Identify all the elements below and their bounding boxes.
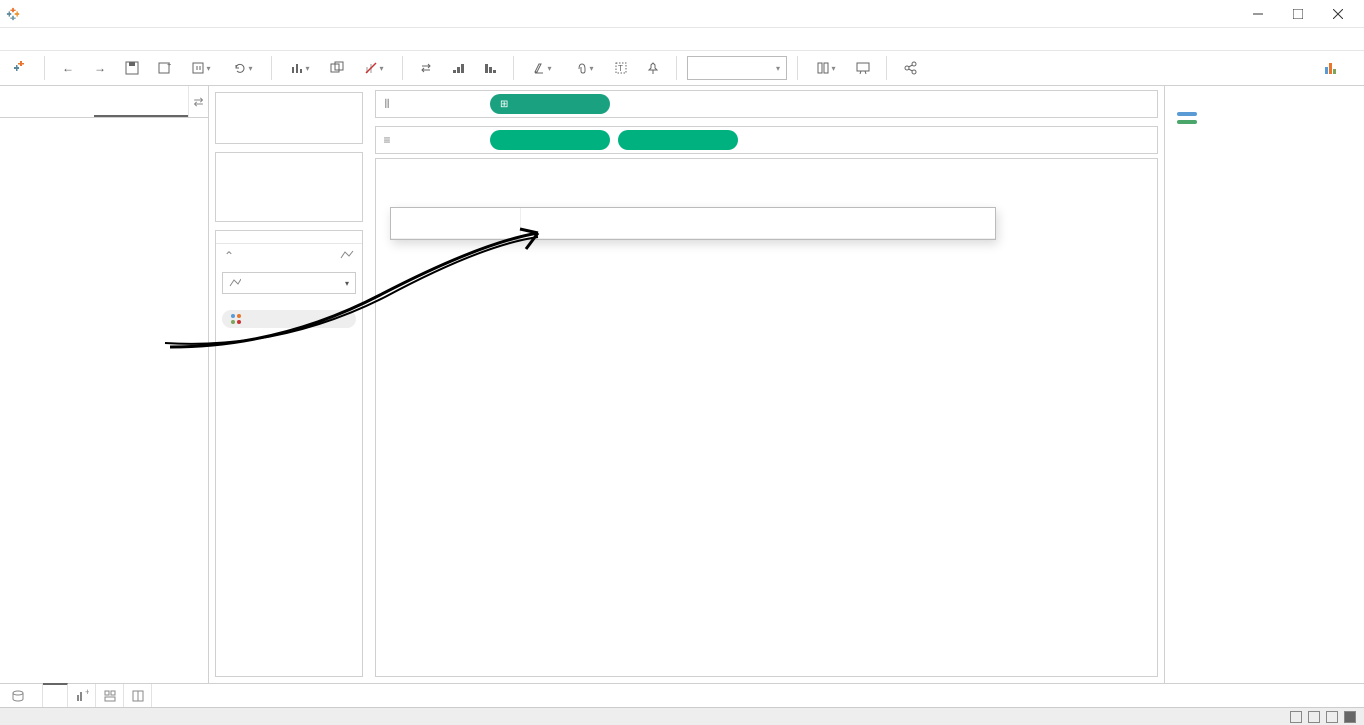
sort-desc-button[interactable] bbox=[477, 55, 503, 81]
cards-column: ⌃ ▾ bbox=[209, 86, 369, 683]
tab-analytics[interactable] bbox=[94, 86, 188, 117]
fit-selector[interactable]: ▾ bbox=[687, 56, 787, 80]
new-worksheet-button[interactable]: ▾ bbox=[282, 55, 318, 81]
view-mode-4[interactable] bbox=[1344, 711, 1356, 723]
title-bar bbox=[0, 0, 1364, 28]
highlight-button[interactable]: ▾ bbox=[524, 55, 560, 81]
rows-pill-1[interactable] bbox=[490, 130, 610, 150]
menu-bar bbox=[0, 28, 1364, 50]
status-bar bbox=[0, 707, 1364, 725]
sheet-tabs: + bbox=[0, 683, 1364, 707]
marks-all-row[interactable]: ⌃ bbox=[216, 244, 362, 268]
presentation-button[interactable] bbox=[850, 55, 876, 81]
sheet-title[interactable] bbox=[376, 159, 1157, 179]
marks-multiple-fields[interactable] bbox=[222, 310, 356, 328]
view-mode-3[interactable] bbox=[1326, 711, 1338, 723]
forward-button[interactable]: → bbox=[87, 55, 113, 81]
share-button[interactable] bbox=[897, 55, 923, 81]
new-datasource-button[interactable]: + bbox=[151, 55, 177, 81]
marks-card: ⌃ ▾ bbox=[215, 230, 363, 677]
show-cards-button[interactable]: ▾ bbox=[808, 55, 844, 81]
refresh-button[interactable]: ▾ bbox=[225, 55, 261, 81]
tableau-logo-icon bbox=[6, 7, 20, 21]
side-panel: ⇄ bbox=[0, 86, 209, 683]
tab-sheet-1[interactable] bbox=[43, 683, 68, 707]
columns-icon: ⦀ bbox=[380, 97, 394, 112]
text-label-button[interactable]: T bbox=[608, 55, 634, 81]
tab-data-source[interactable] bbox=[0, 684, 43, 707]
columns-shelf[interactable]: ⦀ ⊞ bbox=[375, 90, 1158, 118]
show-me-panel bbox=[1164, 86, 1364, 683]
close-button[interactable] bbox=[1318, 0, 1358, 28]
filters-shelf[interactable] bbox=[215, 152, 363, 222]
svg-text:+: + bbox=[85, 689, 89, 697]
rows-icon: ≡ bbox=[380, 133, 394, 147]
dimensions-chip bbox=[1177, 112, 1197, 116]
view-mode-2[interactable] bbox=[1308, 711, 1320, 723]
columns-pill[interactable]: ⊞ bbox=[490, 94, 610, 114]
chart-svg bbox=[390, 207, 1143, 662]
canvas-area: ⦀ ⊞ ≡ bbox=[369, 86, 1164, 683]
trend-line-popup bbox=[390, 207, 996, 240]
tableau-icon[interactable] bbox=[8, 55, 34, 81]
pages-shelf[interactable] bbox=[215, 92, 363, 144]
duplicate-button[interactable] bbox=[324, 55, 350, 81]
new-worksheet-tab[interactable]: + bbox=[68, 684, 96, 707]
minimize-button[interactable] bbox=[1238, 0, 1278, 28]
colour-dots-icon bbox=[230, 313, 242, 325]
swap-button[interactable] bbox=[413, 55, 439, 81]
datasource-icon bbox=[12, 690, 24, 702]
svg-text:T: T bbox=[618, 64, 623, 73]
svg-text:+: + bbox=[167, 61, 171, 69]
back-button[interactable]: ← bbox=[55, 55, 81, 81]
rows-shelf[interactable]: ≡ bbox=[375, 126, 1158, 154]
show-me-button[interactable] bbox=[1314, 60, 1356, 76]
view-mode-1[interactable] bbox=[1290, 711, 1302, 723]
collapse-sidebar-button[interactable]: ⇄ bbox=[188, 86, 208, 117]
toolbar: ← → + ▾ ▾ ▾ ▾ ▾ ▾ T ▾ ▾ bbox=[0, 50, 1364, 86]
tab-data[interactable] bbox=[0, 86, 94, 117]
pin-button[interactable] bbox=[640, 55, 666, 81]
new-story-tab[interactable] bbox=[124, 684, 152, 707]
show-me-icon bbox=[1324, 60, 1340, 76]
save-button[interactable] bbox=[119, 55, 145, 81]
measures-chip bbox=[1177, 120, 1197, 124]
pause-updates-button[interactable]: ▾ bbox=[183, 55, 219, 81]
sort-asc-button[interactable] bbox=[445, 55, 471, 81]
clear-button[interactable]: ▾ bbox=[356, 55, 392, 81]
mark-type-selector[interactable]: ▾ bbox=[222, 272, 356, 294]
popup-title-area bbox=[391, 208, 521, 238]
attachment-button[interactable]: ▾ bbox=[566, 55, 602, 81]
new-dashboard-tab[interactable] bbox=[96, 684, 124, 707]
maximize-button[interactable] bbox=[1278, 0, 1318, 28]
rows-pill-2[interactable] bbox=[618, 130, 738, 150]
